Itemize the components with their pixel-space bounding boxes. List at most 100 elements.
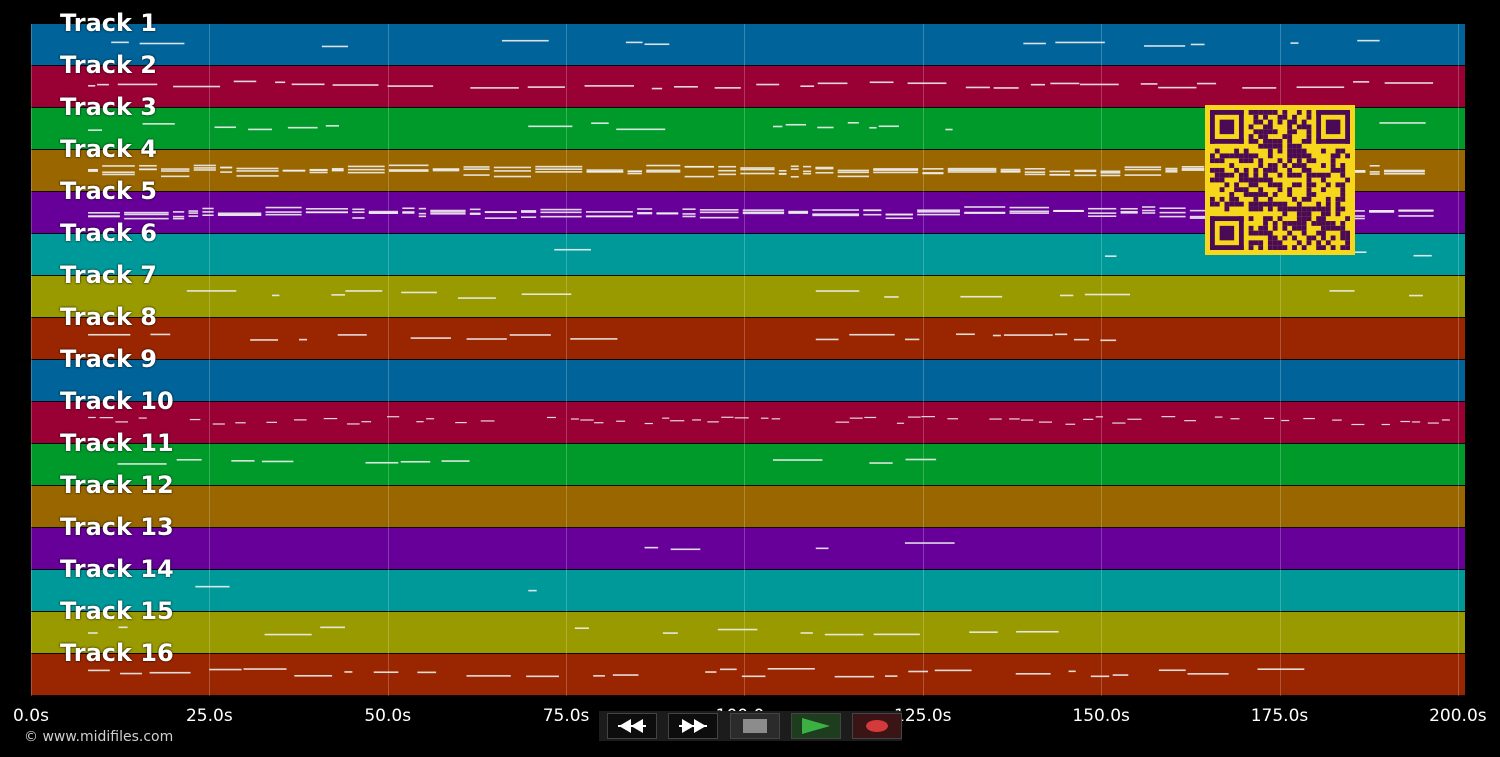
qr-module xyxy=(1282,206,1288,212)
qr-module xyxy=(1258,129,1264,135)
track-lane-15[interactable] xyxy=(31,612,1465,654)
qr-module xyxy=(1301,153,1307,159)
track-lane-13[interactable] xyxy=(31,528,1465,570)
qr-module xyxy=(1253,182,1259,188)
qr-module xyxy=(1292,235,1297,241)
qr-module xyxy=(1277,143,1283,149)
track-lane-1[interactable] xyxy=(31,24,1465,66)
qr-module xyxy=(1238,153,1244,159)
qr-module xyxy=(1292,153,1297,159)
qr-module xyxy=(1321,235,1326,241)
qr-module xyxy=(1214,158,1220,164)
qr-module xyxy=(1267,240,1273,246)
qr-module xyxy=(1330,245,1336,250)
track-lane-12[interactable] xyxy=(31,486,1465,528)
qr-module xyxy=(1296,124,1302,130)
track-label-7: Track 7 xyxy=(60,261,158,289)
qr-module xyxy=(1272,129,1278,135)
track-lane-2[interactable] xyxy=(31,66,1465,108)
track-lane-14[interactable] xyxy=(31,570,1465,612)
qr-module xyxy=(1263,230,1268,236)
qr-module xyxy=(1234,153,1239,159)
gridline xyxy=(744,24,746,696)
qr-module xyxy=(1248,182,1254,188)
track-lane-10[interactable] xyxy=(31,402,1465,444)
time-tick-label: 0.0s xyxy=(13,706,49,726)
gridline xyxy=(387,24,389,696)
qr-module xyxy=(1248,153,1254,159)
qr-module xyxy=(1234,201,1239,207)
qr-module xyxy=(1267,201,1273,207)
qr-module xyxy=(1296,172,1302,178)
qr-module xyxy=(1263,167,1268,173)
qr-module xyxy=(1345,235,1350,241)
record-circle-icon xyxy=(866,720,888,732)
qr-module xyxy=(1272,201,1278,207)
time-tick-label: 50.0s xyxy=(364,706,412,726)
track-lane-7[interactable] xyxy=(31,276,1465,318)
qr-module xyxy=(1325,225,1331,231)
track-lane-11[interactable] xyxy=(31,444,1465,486)
record-button[interactable] xyxy=(852,713,902,739)
track-lane-8[interactable] xyxy=(31,318,1465,360)
qr-module xyxy=(1345,177,1350,183)
qr-module xyxy=(1267,143,1273,149)
qr-module xyxy=(1253,177,1259,183)
qr-module xyxy=(1301,211,1307,217)
qr-module xyxy=(1321,206,1326,212)
gridline xyxy=(1279,24,1281,696)
qr-module xyxy=(1282,134,1288,139)
qr-module xyxy=(1263,201,1268,207)
qr-module xyxy=(1214,201,1220,207)
forward-button[interactable] xyxy=(668,713,718,739)
qr-module xyxy=(1224,182,1230,188)
qr-module xyxy=(1238,216,1244,250)
qr-module xyxy=(1263,172,1268,178)
gridline xyxy=(922,24,924,696)
qr-module xyxy=(1325,196,1331,202)
qr-module xyxy=(1340,163,1346,168)
qr-module xyxy=(1210,110,1215,144)
track-label-16: Track 16 xyxy=(60,639,174,667)
qr-module xyxy=(1287,134,1293,139)
qr-module xyxy=(1253,167,1259,173)
qr-module xyxy=(1219,177,1225,183)
qr-module xyxy=(1224,172,1230,178)
track-lane-9[interactable] xyxy=(31,360,1465,402)
qr-module xyxy=(1306,216,1312,222)
rewind-button[interactable] xyxy=(607,713,657,739)
track-label-1: Track 1 xyxy=(60,9,158,37)
qr-module xyxy=(1258,143,1264,149)
qr-module xyxy=(1210,177,1215,183)
qr-module xyxy=(1282,221,1288,226)
qr-module xyxy=(1292,245,1297,250)
qr-module xyxy=(1248,138,1254,144)
qr-module xyxy=(1258,158,1264,164)
stop-button[interactable] xyxy=(730,713,780,739)
qr-module xyxy=(1267,138,1273,144)
qr-module xyxy=(1277,119,1283,125)
qr-module xyxy=(1316,221,1322,226)
qr-module xyxy=(1219,119,1235,135)
qr-module xyxy=(1316,240,1322,246)
qr-module xyxy=(1292,182,1297,188)
track-label-8: Track 8 xyxy=(60,303,158,331)
qr-module xyxy=(1267,153,1273,159)
qr-module xyxy=(1340,148,1346,154)
qr-module xyxy=(1243,192,1249,197)
qr-module xyxy=(1301,216,1307,222)
qr-module xyxy=(1292,114,1297,120)
qr-module xyxy=(1306,240,1312,246)
qr-module xyxy=(1253,110,1259,115)
qr-module xyxy=(1296,153,1302,159)
qr-module xyxy=(1296,225,1302,231)
qr-code[interactable] xyxy=(1205,105,1355,255)
qr-module xyxy=(1335,201,1341,207)
play-button[interactable] xyxy=(791,713,841,739)
qr-module xyxy=(1224,206,1230,212)
qr-module xyxy=(1248,134,1254,139)
track-lane-16[interactable] xyxy=(31,654,1465,696)
qr-module xyxy=(1253,114,1259,120)
track-label-11: Track 11 xyxy=(60,429,174,457)
qr-module xyxy=(1340,187,1346,193)
